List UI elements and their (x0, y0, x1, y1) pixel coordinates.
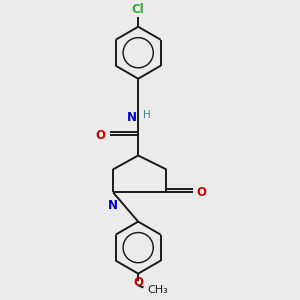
Text: Cl: Cl (132, 3, 145, 16)
Text: H: H (142, 110, 150, 120)
Text: O: O (133, 276, 143, 289)
Text: CH₃: CH₃ (147, 285, 168, 295)
Text: N: N (127, 111, 137, 124)
Text: O: O (196, 186, 206, 199)
Text: N: N (108, 199, 118, 212)
Text: O: O (96, 129, 106, 142)
